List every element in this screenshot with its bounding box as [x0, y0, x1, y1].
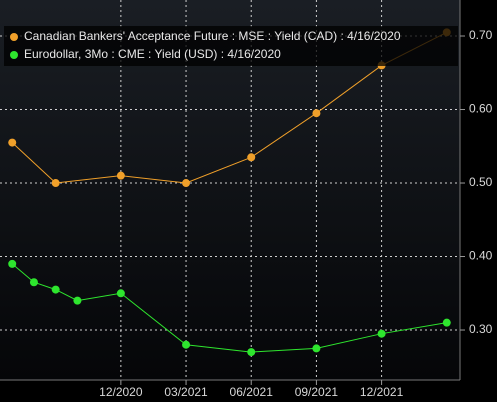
data-point	[8, 259, 17, 268]
data-point	[377, 329, 386, 338]
legend-marker	[10, 51, 18, 59]
x-tick-label: 06/2021	[230, 385, 274, 399]
data-point	[247, 348, 256, 357]
data-point	[51, 179, 60, 188]
data-point	[73, 296, 82, 305]
data-point	[442, 318, 451, 327]
x-tick-label: 03/2021	[164, 385, 208, 399]
data-point	[182, 179, 191, 188]
series-line	[11, 31, 447, 184]
x-tick-label: 12/2021	[360, 385, 404, 399]
data-point	[8, 138, 17, 147]
data-point	[116, 289, 125, 298]
legend-label: Canadian Bankers' Acceptance Future : MS…	[24, 29, 401, 43]
y-tick-label: 0.60	[469, 102, 493, 116]
y-tick-label: 0.50	[469, 175, 493, 189]
series-line	[11, 263, 447, 353]
legend-label: Eurodollar, 3Mo : CME : Yield (USD) : 4/…	[24, 47, 281, 61]
legend	[4, 26, 458, 66]
data-point	[312, 109, 321, 118]
data-point	[29, 278, 38, 287]
legend-marker	[10, 33, 18, 41]
data-point	[116, 171, 125, 180]
y-tick-label: 0.40	[469, 249, 493, 263]
data-point	[51, 285, 60, 294]
data-point	[182, 340, 191, 349]
y-tick-label: 0.70	[469, 28, 493, 42]
x-tick-label: 12/2020	[99, 385, 143, 399]
y-tick-label: 0.30	[469, 322, 493, 336]
data-point	[312, 344, 321, 353]
x-tick-label: 09/2021	[295, 385, 339, 399]
data-point	[247, 153, 256, 162]
